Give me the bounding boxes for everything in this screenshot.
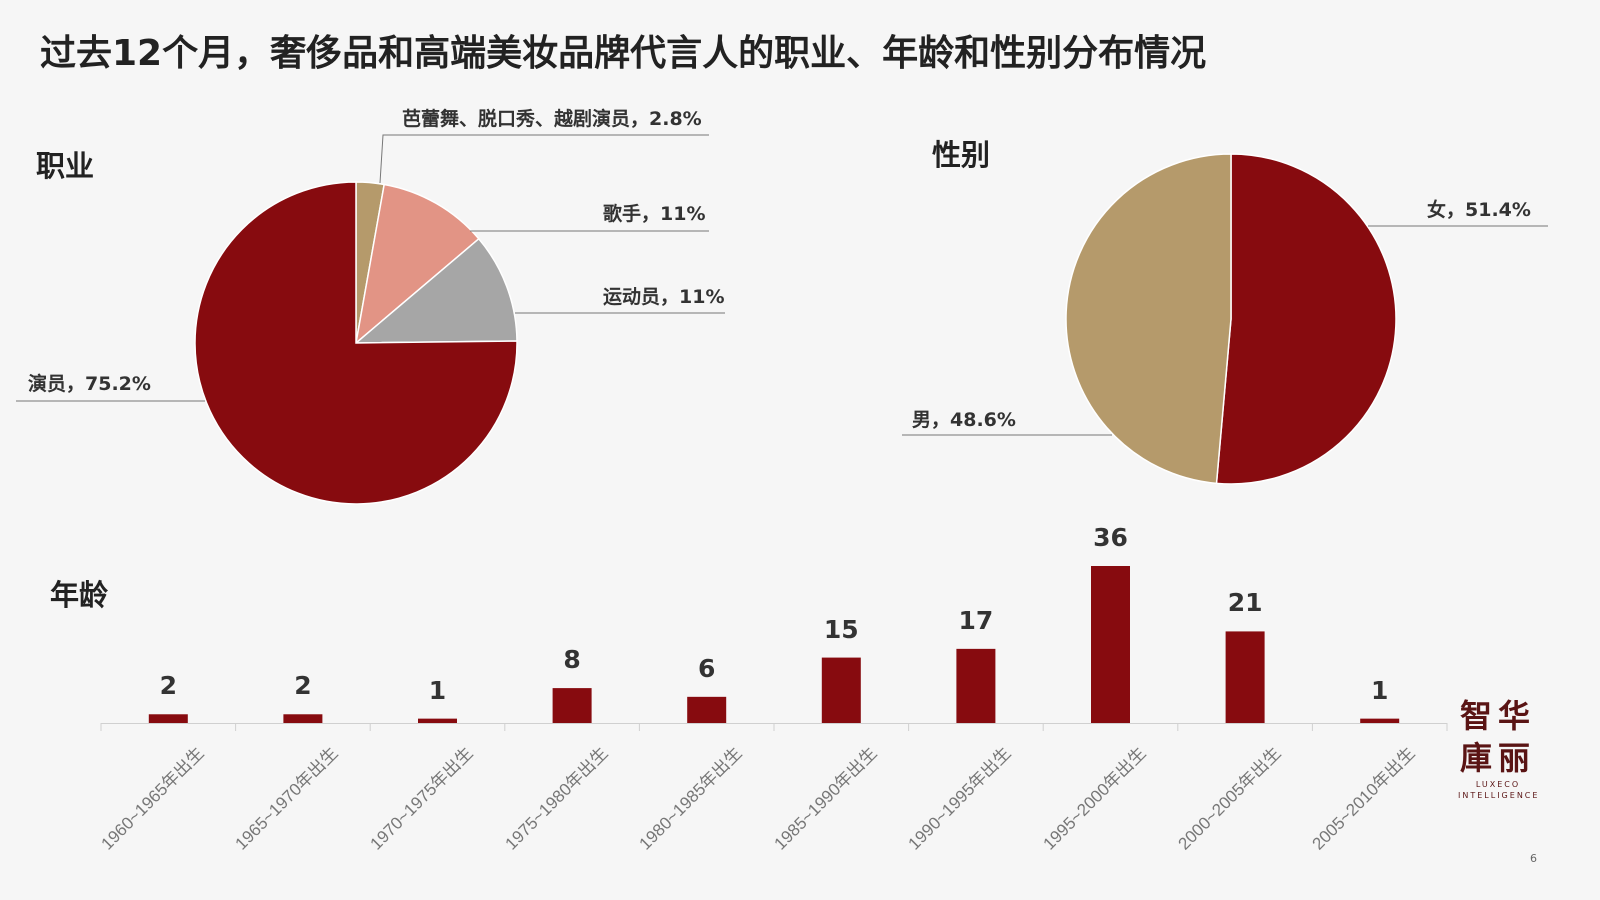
age-bar-3 (552, 688, 592, 723)
pie-label-male: 男，48.6% (912, 409, 1016, 431)
occupation-pie-slice-1 (354, 183, 480, 345)
age-bar-value: 2 (294, 671, 312, 701)
age-bar-value: 15 (823, 614, 859, 644)
logo-en-2: INTELLIGENCE (1458, 791, 1540, 800)
age-bar-value: 36 (1093, 523, 1128, 552)
age-bar-value: 1 (1370, 675, 1389, 705)
age-bar-value: 6 (697, 653, 716, 683)
leader-other (379, 134, 709, 184)
age-title: 年龄 (50, 578, 109, 612)
age-bar-0 (148, 714, 188, 723)
occupation-pie-slice-2 (353, 237, 518, 344)
pie-label-actor: 演员，75.2% (28, 373, 151, 395)
logo-cn-1: 智华 (1459, 697, 1536, 735)
occupation-pie-slice-3 (194, 181, 518, 505)
age-bar-4 (687, 696, 727, 723)
logo-cn-2: 庫丽 (1459, 739, 1536, 777)
logo-en-1: LUXECO (1475, 780, 1521, 789)
age-bar-value: 21 (1227, 588, 1263, 618)
age-bar-value: 1 (428, 675, 447, 705)
pie-label-female: 女，51.4% (1427, 199, 1531, 221)
page-number: 6 (1530, 852, 1537, 865)
age-bar-6 (956, 648, 996, 723)
age-bar-2 (418, 718, 457, 723)
age-bar-5 (821, 657, 861, 723)
gender-title: 性别 (932, 138, 991, 172)
slide-title: 过去12个月，奢侈品和高端美妆品牌代言人的职业、年龄和性别分布情况 (40, 33, 1207, 74)
brand-logo: 智华 庫丽 LUXECO INTELLIGENCE (1458, 695, 1538, 801)
occupation-title: 职业 (36, 149, 95, 183)
age-bar-1 (283, 714, 323, 723)
pie-label-singer: 歌手，11% (603, 203, 706, 225)
age-bar-value: 17 (958, 605, 994, 635)
age-bar-value: 2 (159, 671, 177, 701)
age-bar-7 (1091, 566, 1130, 723)
gender-pie-slice-0 (1215, 153, 1397, 485)
age-bar-8 (1225, 631, 1265, 723)
pie-label-other: 芭蕾舞、脱口秀、越剧演员，2.8% (402, 108, 702, 130)
gender-pie-slice-1 (1065, 153, 1232, 485)
age-bar-value: 8 (563, 645, 581, 675)
age-bar-9 (1360, 718, 1400, 723)
pie-label-athlete: 运动员，11% (603, 286, 725, 308)
